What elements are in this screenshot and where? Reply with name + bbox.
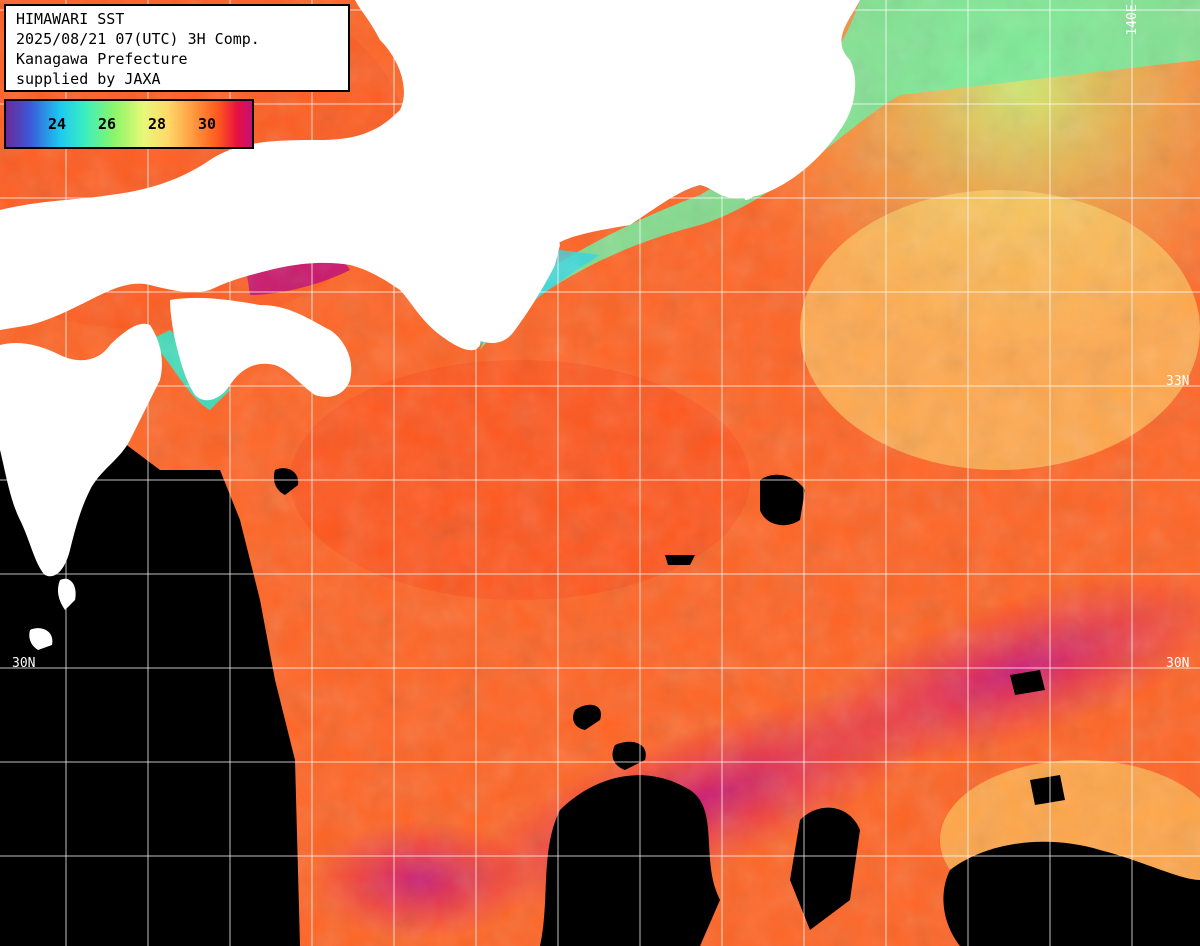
no-data-patch-west [273,468,299,495]
land-shikoku [170,297,352,401]
legend-color-bar [6,101,252,147]
info-supplier: supplied by JAXA [16,70,161,88]
land-izu [740,164,761,200]
no-data-south-cloud-2 [943,841,1200,946]
land-kyushu [0,323,162,577]
lat-label-30n-east: 30N [1166,656,1189,671]
no-data-patch-small [665,555,695,565]
land-island-tanegashima [57,578,76,610]
legend-label-26: 26 [98,115,117,133]
no-data-patch-east-band [1010,670,1045,695]
info-prefecture: Kanagawa Prefecture [16,50,188,68]
land-chugoku-east [420,0,485,95]
lon-label-140e: 140E [1125,4,1140,35]
land-kii-peninsula [478,200,560,343]
lon-label-136e: 136E [485,24,500,55]
lat-label-33n-east: 33N [1166,374,1189,389]
lat-label-30n-west: 30N [12,656,35,671]
no-data-patch-se [1030,775,1065,805]
no-data-patch-center [760,474,805,526]
no-data-patch-mid [573,704,601,730]
image-info-box: HIMAWARI SST 2025/08/21 07(UTC) 3H Comp.… [4,4,350,92]
land-kyushu-south [5,404,30,444]
land-island-yakushima [29,628,53,650]
temperature-legend: 24 26 28 30 [4,99,254,149]
no-data-south-cloud-1 [540,775,720,946]
no-data-south-cloud-3 [790,807,860,930]
legend-label-30: 30 [198,115,217,133]
legend-label-28: 28 [148,115,167,133]
land-honshu [0,0,1200,351]
no-data-patch-south-mid [612,741,646,770]
lat-label-33n-west: 33N [12,374,35,389]
info-title: HIMAWARI SST [16,10,125,28]
land-awaji [397,233,419,265]
info-datetime: 2025/08/21 07(UTC) 3H Comp. [16,30,260,48]
legend-label-24: 24 [48,115,67,133]
